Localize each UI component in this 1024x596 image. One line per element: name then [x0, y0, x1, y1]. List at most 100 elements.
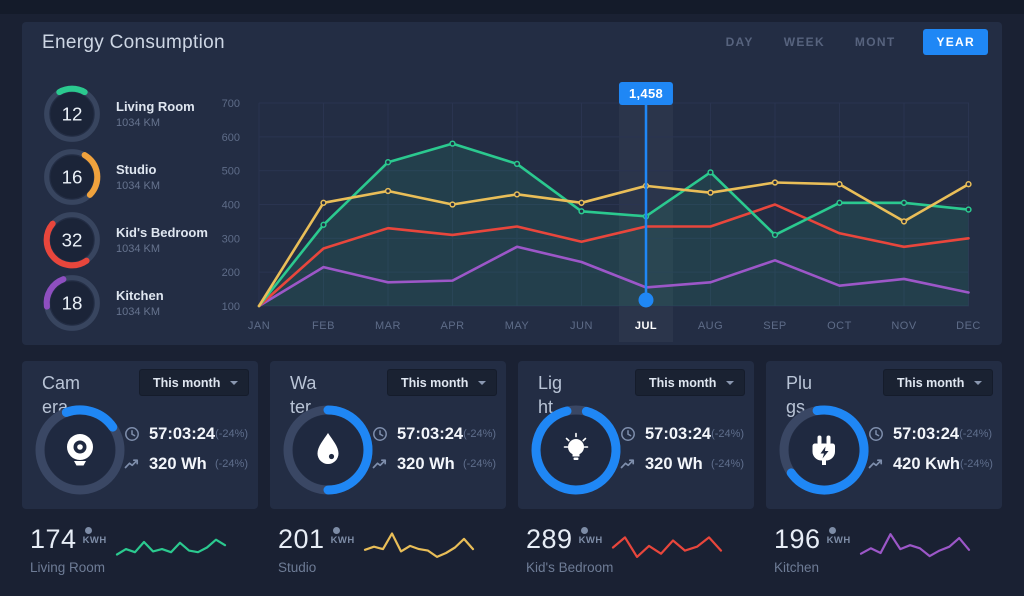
kwh-unit: KWH: [578, 535, 603, 546]
svg-text:MAY: MAY: [505, 320, 530, 332]
gauge-living-room: 12 Living Room 1034 KM: [42, 82, 242, 145]
energy-stat: 420 Kwh (-24%): [868, 449, 993, 479]
card-title: Lig ht: [538, 373, 563, 418]
svg-text:JUN: JUN: [570, 320, 593, 332]
svg-text:700: 700: [222, 98, 240, 110]
energy-stat: 320 Wh (-24%): [124, 449, 248, 479]
gauge-studio: 16 Studio 1034 KM: [42, 145, 242, 208]
bullet-dot: [828, 527, 836, 534]
clock-icon: [869, 427, 883, 441]
sparkline: [363, 532, 475, 558]
room-label: Living Room: [30, 560, 106, 575]
light-bulb-icon: [563, 432, 589, 460]
room-label: Kid's Bedroom: [526, 560, 614, 575]
progress-ring: [531, 405, 621, 495]
gauge-ring: 12: [44, 85, 100, 142]
period-dropdown[interactable]: This month: [387, 369, 497, 396]
bullet-dot: [332, 527, 340, 534]
card-camera: Cam era This month 57:03:24: [22, 361, 258, 509]
sparkline: [115, 538, 227, 556]
sparkline: [859, 533, 971, 558]
chevron-down-icon: [478, 380, 486, 385]
chart-area: 700 600 500 400 300 200 100 JAN FEB MAR APR MAY JUN J…: [22, 78, 1002, 345]
svg-text:100: 100: [222, 301, 240, 313]
plug-icon: [812, 435, 835, 465]
device-cards: Cam era This month 57:03:24: [22, 361, 1002, 509]
svg-text:200: 200: [222, 267, 240, 279]
energy-consumption-panel: Energy Consumption DAY WEEK MONT YEAR 12…: [22, 22, 1002, 345]
time-stat: 57:03:24 (-24%): [868, 419, 992, 449]
webcam-icon: [67, 434, 93, 466]
chart-tooltip: 1,458: [618, 82, 674, 105]
top-strip: [0, 0, 1024, 14]
card-plugs: Plu gs This month 57:03: [766, 361, 1002, 509]
stat-studio: 201 KWH Studio: [270, 518, 506, 590]
kwh-value: 201: [278, 524, 325, 554]
svg-text:SEP: SEP: [763, 320, 787, 332]
stat-kitchen: 196 KWH Kitchen: [766, 518, 1002, 590]
progress-ring: [283, 405, 373, 495]
period-dropdown[interactable]: This month: [139, 369, 249, 396]
trend-up-icon: [372, 459, 387, 469]
gauge-sub: 1034 KM: [116, 242, 161, 255]
sparkline: [611, 536, 723, 558]
room-label: Studio: [278, 560, 317, 575]
progress-ring: [779, 405, 869, 495]
svg-text:400: 400: [222, 200, 240, 212]
time-stat: 57:03:24 (-24%): [124, 419, 248, 449]
gauge-label: Studio: [116, 161, 157, 177]
gauge-kitchen: 18 Kitchen 1034 KM: [42, 271, 242, 334]
svg-text:12: 12: [62, 103, 83, 124]
svg-text:OCT: OCT: [827, 320, 852, 332]
energy-chart[interactable]: 700 600 500 400 300 200 100 JAN FEB MAR APR MAY JUN J…: [22, 78, 1002, 345]
card-water: Wa ter This month 57:03:24 (-24%): [270, 361, 506, 509]
card-title: Plu gs: [786, 373, 813, 418]
energy-stat: 320 Wh (-24%): [620, 449, 744, 479]
svg-text:APR: APR: [440, 320, 464, 332]
svg-text:MAR: MAR: [375, 320, 401, 332]
clock-icon: [125, 427, 139, 441]
energy-stat: 320 Wh (-24%): [372, 449, 496, 479]
kwh-unit: KWH: [826, 535, 851, 546]
svg-text:NOV: NOV: [891, 320, 917, 332]
kwh-value: 289: [526, 524, 573, 554]
chevron-down-icon: [230, 380, 238, 385]
gauge-sub: 1034 KM: [116, 116, 161, 129]
clock-icon: [621, 427, 635, 441]
tab-year[interactable]: YEAR: [923, 29, 988, 55]
tab-month[interactable]: MONT: [853, 29, 898, 55]
svg-text:DEC: DEC: [956, 320, 981, 332]
tab-week[interactable]: WEEK: [782, 29, 827, 55]
svg-text:JUL: JUL: [635, 320, 657, 332]
gauge-ring: 18: [43, 274, 100, 331]
gauge-kids-bedroom: 32 Kid's Bedroom 1034 KM: [42, 208, 242, 271]
water-drop-icon: [317, 433, 339, 464]
svg-text:18: 18: [62, 292, 83, 313]
progress-ring: [35, 405, 125, 495]
gauge-ring: 32: [43, 211, 100, 268]
gauge-label: Living Room: [116, 98, 195, 114]
gauge-label: Kid's Bedroom: [116, 224, 208, 240]
period-dropdown[interactable]: This month: [883, 369, 993, 396]
tab-day[interactable]: DAY: [724, 29, 756, 55]
bullet-dot: [84, 527, 92, 534]
kwh-value: 196: [774, 524, 821, 554]
svg-text:FEB: FEB: [312, 320, 335, 332]
kwh-unit: KWH: [330, 535, 355, 546]
trend-up-icon: [868, 459, 883, 469]
svg-text:AUG: AUG: [698, 320, 723, 332]
page-title: Energy Consumption: [42, 32, 225, 53]
svg-text:300: 300: [222, 233, 240, 245]
gauge-ring: 16: [44, 148, 101, 205]
room-usage-stats: 174 KWH Living Room 201 KWH Studio 289 K…: [22, 518, 1002, 590]
trend-up-icon: [620, 459, 635, 469]
period-dropdown[interactable]: This month: [635, 369, 745, 396]
kwh-value: 174: [30, 524, 77, 554]
clock-icon: [373, 427, 387, 441]
gauge-label: Kitchen: [116, 287, 164, 303]
room-label: Kitchen: [774, 560, 820, 575]
stat-kids-bedroom: 289 KWH Kid's Bedroom: [518, 518, 754, 590]
period-tabs: DAY WEEK MONT YEAR: [724, 29, 988, 55]
svg-text:JAN: JAN: [248, 320, 270, 332]
svg-text:500: 500: [222, 166, 240, 178]
